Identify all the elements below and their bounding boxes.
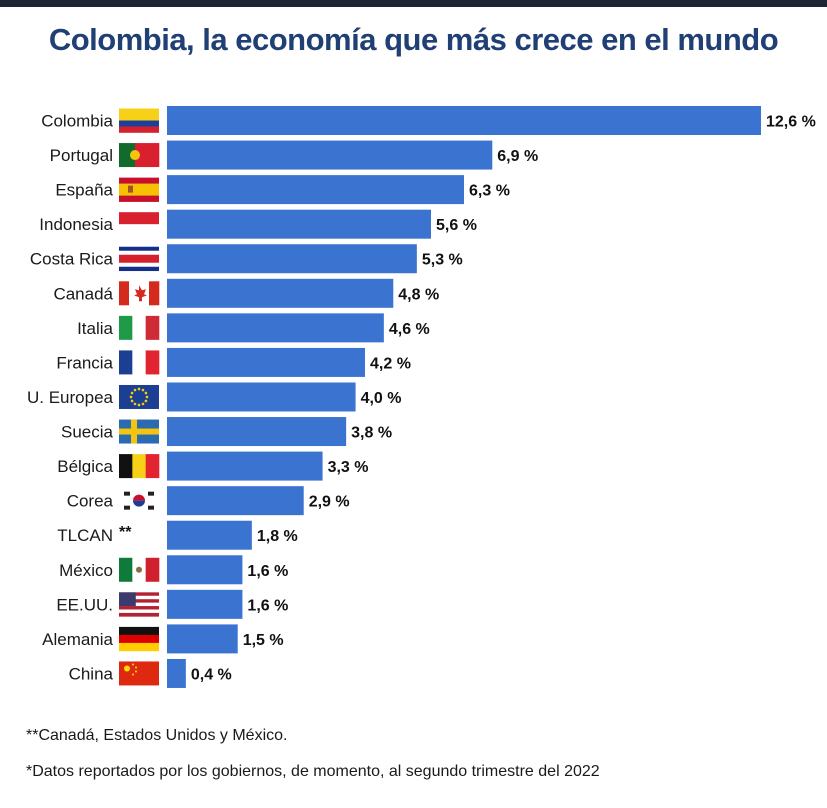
flag-icon-tlcan: ** — [119, 524, 132, 541]
value-label-espana: 6,3 % — [469, 183, 510, 200]
bar-u-europea — [167, 382, 356, 412]
flag-icon-u-europea — [119, 384, 159, 409]
flag-icon-china — [119, 661, 159, 686]
bar-corea — [167, 486, 304, 516]
bar-costa-rica — [167, 244, 417, 274]
value-label-corea: 2,9 % — [309, 494, 350, 511]
value-label-china: 0,4 % — [191, 666, 232, 683]
bar-belgica — [167, 451, 323, 481]
value-label-ee-uu: 1,6 % — [247, 597, 288, 614]
category-label-tlcan: TLCAN — [57, 526, 113, 545]
flag-icon-colombia — [119, 108, 159, 133]
value-label-alemania: 1,5 % — [243, 632, 284, 649]
flag-icon-costa-rica — [119, 246, 159, 272]
footnote-tlcan: **Canadá, Estados Unidos y México. — [26, 727, 288, 744]
bar-francia — [167, 347, 365, 377]
value-label-canada: 4,8 % — [398, 286, 439, 303]
flag-icon-ee-uu — [119, 592, 159, 617]
category-label-mexico: México — [59, 561, 113, 580]
category-label-ee-uu: EE.UU. — [56, 595, 113, 614]
flag-icon-francia — [119, 350, 160, 375]
bar-china — [167, 658, 186, 688]
bar-suecia — [167, 417, 347, 447]
bar-espana — [167, 175, 464, 205]
value-label-tlcan: 1,8 % — [257, 528, 298, 545]
category-label-colombia: Colombia — [41, 112, 113, 131]
value-label-costa-rica: 5,3 % — [422, 252, 463, 269]
top-bar — [0, 0, 827, 7]
category-label-corea: Corea — [67, 492, 114, 511]
flag-icon-corea — [119, 488, 159, 513]
footnote-data-source: *Datos reportados por los gobiernos, de … — [26, 763, 600, 780]
flag-icon-suecia — [119, 419, 159, 444]
value-label-colombia: 12,6 % — [766, 114, 816, 131]
bar-italia — [167, 313, 384, 343]
bar-colombia — [167, 106, 761, 135]
value-label-mexico: 1,6 % — [247, 563, 288, 580]
flag-icon-espana — [119, 177, 159, 202]
value-label-francia: 4,2 % — [370, 355, 411, 372]
value-label-suecia: 3,8 % — [351, 425, 392, 442]
category-label-belgica: Bélgica — [57, 457, 113, 476]
flag-icon-canada — [119, 281, 160, 306]
bar-indonesia — [167, 209, 431, 239]
category-label-indonesia: Indonesia — [39, 215, 113, 234]
category-label-espana: España — [55, 181, 113, 200]
value-label-belgica: 3,3 % — [328, 459, 369, 476]
bar-canada — [167, 278, 394, 308]
bar-chart: Colombia 12,6 % Portugal 6,9 % España 6,3 % In… — [27, 106, 816, 688]
category-label-canada: Canadá — [53, 284, 113, 303]
category-label-suecia: Suecia — [61, 423, 114, 442]
value-label-u-europea: 4,0 % — [361, 390, 402, 407]
chart-title: Colombia, la economía que más crece en e… — [48, 22, 779, 57]
category-label-portugal: Portugal — [50, 146, 113, 165]
tlcan-asterisk-label: ** — [119, 524, 132, 541]
bar-portugal — [167, 140, 493, 170]
category-label-italia: Italia — [77, 319, 113, 338]
category-label-u-europea: U. Europea — [27, 388, 114, 407]
category-label-francia: Francia — [56, 353, 113, 372]
value-label-indonesia: 5,6 % — [436, 217, 477, 234]
bar-mexico — [167, 555, 243, 585]
category-label-costa-rica: Costa Rica — [30, 250, 114, 269]
value-label-portugal: 6,9 % — [497, 148, 538, 165]
flag-icon-portugal — [119, 143, 160, 168]
bar-alemania — [167, 624, 238, 654]
bar-tlcan — [167, 520, 252, 550]
flag-icon-alemania — [119, 626, 159, 652]
flag-icon-italia — [119, 315, 160, 340]
flag-icon-mexico — [119, 557, 160, 582]
bar-ee-uu — [167, 589, 243, 619]
value-label-italia: 4,6 % — [389, 321, 430, 338]
flag-icon-belgica — [119, 454, 160, 479]
category-label-alemania: Alemania — [42, 630, 113, 649]
category-label-china: China — [69, 664, 114, 683]
flag-icon-indonesia — [119, 212, 159, 237]
